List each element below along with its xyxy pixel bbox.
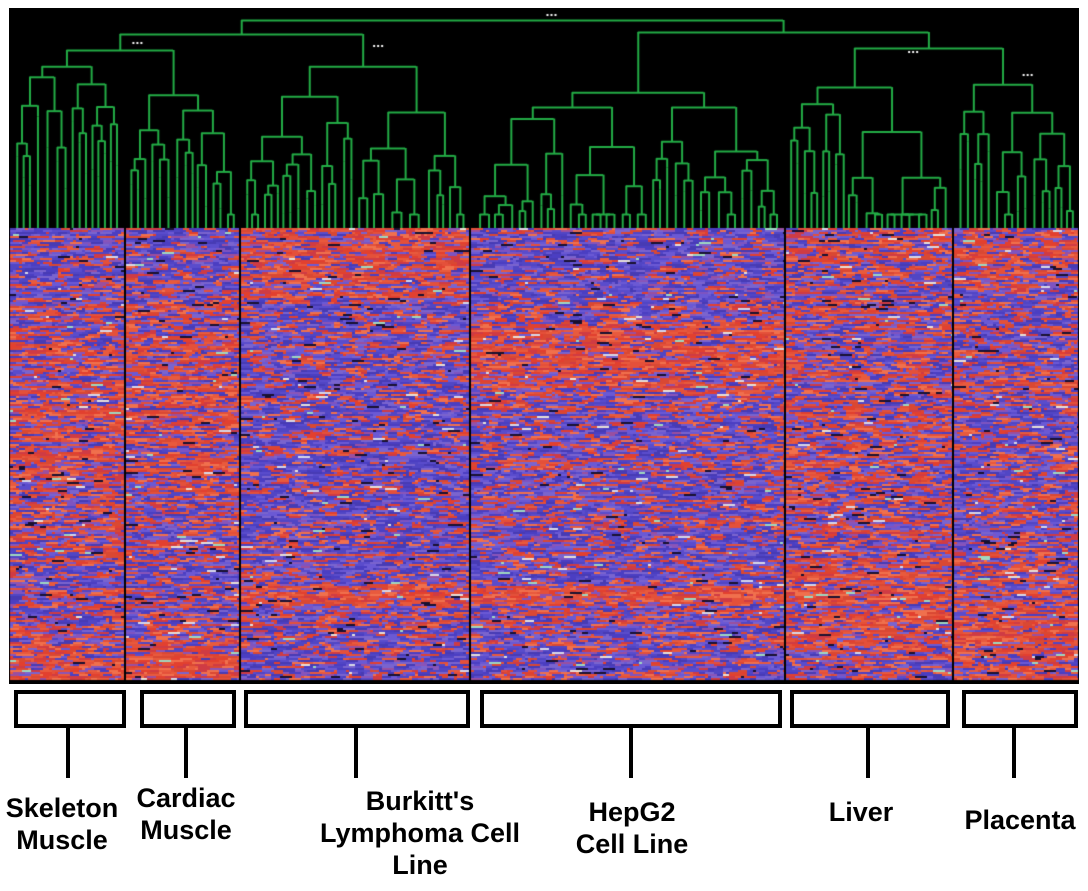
bracket-stem bbox=[866, 726, 870, 778]
group-bracket-liver bbox=[790, 690, 950, 728]
bracket-stem bbox=[184, 726, 188, 778]
group-bracket-placenta bbox=[962, 690, 1078, 728]
group-label-hepg2: HepG2 Cell Line bbox=[575, 797, 689, 859]
group-label-placenta: Placenta bbox=[964, 805, 1076, 835]
group-bracket-cardiac-muscle bbox=[140, 690, 236, 728]
group-bracket-hepg2 bbox=[480, 690, 782, 728]
group-label-skeleton-muscle: Skeleton Muscle bbox=[5, 793, 119, 855]
group-bracket-skeleton-muscle bbox=[14, 690, 126, 728]
bracket-stem bbox=[629, 726, 633, 778]
heatmap-dendrogram-canvas bbox=[9, 8, 1079, 684]
group-label-liver: Liver bbox=[828, 797, 894, 827]
bracket-stem bbox=[1012, 726, 1016, 778]
group-label-burkitts-lymphoma: Burkitt's Lymphoma Cell Line bbox=[319, 786, 521, 880]
group-label-cardiac-muscle: Cardiac Muscle bbox=[136, 783, 236, 845]
group-bracket-burkitts-lymphoma bbox=[244, 690, 470, 728]
bracket-stem bbox=[66, 726, 70, 778]
bracket-stem bbox=[354, 726, 358, 778]
